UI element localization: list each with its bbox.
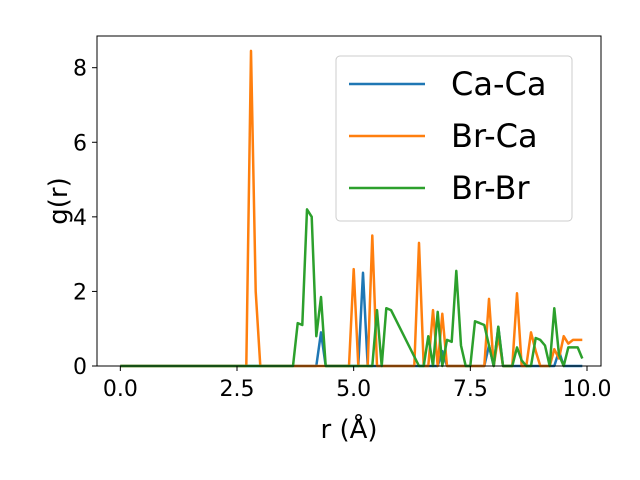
legend: Ca-Ca Br-Ca Br-Br: [335, 55, 573, 222]
x-tick-label: 7.5: [453, 377, 488, 402]
x-tick-label: 2.5: [220, 377, 255, 402]
y-tick-label: 6: [73, 131, 87, 156]
y-axis-label: g(r): [44, 177, 74, 224]
legend-label-ca-ca: Ca-Ca: [451, 65, 546, 103]
y-tick-label: 0: [73, 355, 87, 380]
y-tick-label: 2: [73, 280, 87, 305]
x-tick-label: 5.0: [336, 377, 371, 402]
y-tick-label: 8: [73, 57, 87, 82]
legend-box: [335, 55, 573, 222]
ticks-layer: 0.0 2.5 5.0 7.5 10.0 0 2 4 6 8: [73, 57, 611, 402]
x-tick-label: 0.0: [103, 377, 138, 402]
x-axis-label: r (Å): [320, 413, 377, 445]
y-tick-label: 4: [73, 206, 87, 231]
x-tick-label: 10.0: [563, 377, 612, 402]
plot-frame: [96, 35, 602, 367]
legend-label-br-ca: Br-Ca: [451, 117, 538, 155]
legend-label-br-br: Br-Br: [451, 169, 530, 207]
